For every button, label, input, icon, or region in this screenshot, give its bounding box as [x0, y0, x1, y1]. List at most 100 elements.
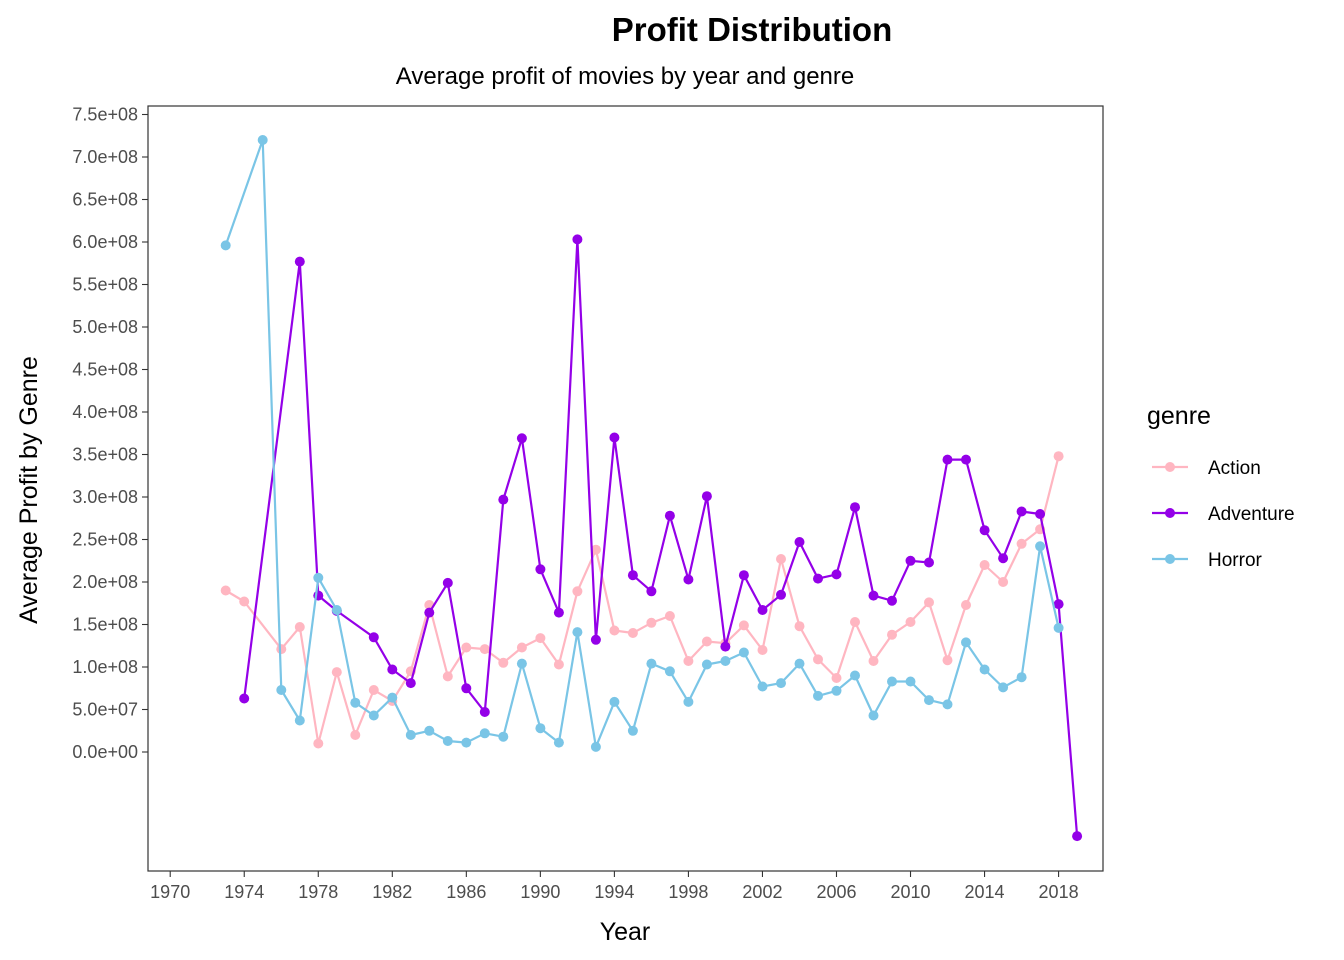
y-tick-label: 5.0e+08	[72, 317, 138, 337]
data-point-horror	[1035, 541, 1046, 552]
data-point-horror	[738, 647, 749, 658]
data-point-action	[572, 586, 583, 597]
data-point-horror	[683, 696, 694, 707]
data-point-adventure	[294, 256, 305, 267]
data-point-horror	[331, 605, 342, 615]
data-point-action	[757, 645, 768, 655]
x-tick-label: 1994	[594, 882, 634, 902]
x-axis-title: Year	[600, 918, 651, 946]
data-point-adventure	[979, 525, 990, 536]
x-tick-label: 2010	[890, 882, 930, 902]
data-point-horror	[627, 725, 638, 736]
data-point-horror	[1016, 672, 1027, 683]
data-point-action	[998, 577, 1009, 587]
data-point-adventure	[627, 570, 638, 581]
x-tick-label: 1998	[668, 882, 708, 902]
data-point-action	[646, 617, 657, 628]
data-point-action	[813, 654, 823, 665]
data-point-action	[220, 585, 231, 596]
data-point-adventure	[239, 693, 250, 704]
data-point-adventure	[646, 586, 657, 597]
data-point-horror	[498, 731, 509, 742]
data-point-horror	[646, 658, 657, 669]
y-tick-label: 5.5e+08	[72, 275, 138, 295]
data-point-action	[905, 617, 916, 627]
data-point-horror	[868, 710, 879, 721]
data-point-action	[738, 620, 749, 631]
data-point-adventure	[942, 454, 953, 465]
x-tick-label: 1982	[372, 882, 412, 902]
data-point-horror	[831, 685, 842, 696]
data-point-adventure	[813, 573, 823, 584]
data-point-horror	[313, 572, 324, 583]
data-point-horror	[350, 697, 361, 708]
data-point-adventure	[442, 577, 453, 588]
data-point-action	[276, 644, 287, 655]
series-adventure	[239, 234, 1083, 842]
legend-key-point	[1165, 508, 1175, 518]
data-point-horror	[590, 741, 601, 752]
y-tick-label: 4.5e+08	[72, 360, 138, 380]
data-point-horror	[424, 725, 435, 736]
data-point-adventure	[924, 557, 934, 568]
legend-item-horror: Horror	[1152, 550, 1263, 571]
data-point-action	[942, 655, 953, 666]
data-point-horror	[794, 658, 805, 669]
data-point-action	[516, 642, 527, 653]
data-point-adventure	[905, 555, 916, 566]
chart-subtitle: Average profit of movies by year and gen…	[396, 63, 854, 90]
data-point-horror	[998, 682, 1009, 693]
data-point-action	[498, 657, 509, 668]
data-point-action	[239, 596, 250, 607]
data-point-adventure	[590, 634, 601, 645]
legend-label: Adventure	[1208, 504, 1295, 525]
series-horror	[220, 135, 1064, 752]
data-point-adventure	[479, 707, 490, 717]
x-tick-label: 2018	[1039, 882, 1079, 902]
y-tick-label: 4.0e+08	[72, 402, 138, 422]
data-point-action	[868, 656, 879, 666]
data-point-action	[627, 628, 638, 638]
data-point-adventure	[424, 607, 435, 618]
data-point-horror	[757, 681, 768, 692]
data-point-action	[479, 644, 490, 655]
data-point-action	[887, 629, 897, 640]
data-point-adventure	[572, 234, 583, 245]
x-tick-label: 2014	[965, 882, 1005, 902]
data-point-action	[776, 554, 786, 564]
data-point-adventure	[794, 537, 805, 547]
legend-label: Horror	[1208, 550, 1263, 571]
data-point-horror	[776, 678, 786, 689]
data-point-horror	[442, 736, 453, 746]
series-layer	[220, 135, 1083, 842]
data-point-action	[535, 633, 546, 644]
data-point-adventure	[535, 564, 546, 575]
x-tick-label: 1974	[224, 882, 264, 902]
data-point-adventure	[461, 683, 472, 694]
data-point-action	[350, 730, 361, 740]
data-point-horror	[368, 710, 379, 721]
legend: genre Action Adventure Horror	[1147, 402, 1295, 571]
x-tick-label: 1978	[298, 882, 338, 902]
data-point-horror	[220, 240, 231, 251]
data-point-adventure	[757, 605, 768, 615]
legend-label: Action	[1208, 458, 1261, 479]
data-point-horror	[553, 737, 564, 748]
legend-key-point	[1165, 462, 1175, 472]
data-point-adventure	[776, 589, 786, 600]
data-point-action	[553, 659, 564, 670]
x-tick-label: 1990	[520, 882, 560, 902]
x-tick-label: 2006	[816, 882, 856, 902]
data-point-action	[442, 671, 453, 682]
data-point-action	[794, 621, 805, 632]
y-tick-label: 0.0e+00	[72, 742, 138, 762]
data-point-horror	[813, 690, 823, 701]
data-point-action	[1053, 451, 1064, 462]
data-point-adventure	[368, 632, 379, 643]
data-point-action	[831, 673, 842, 683]
data-point-action	[701, 636, 712, 647]
data-point-horror	[664, 666, 675, 677]
data-point-horror	[535, 723, 546, 734]
chart-title: Profit Distribution	[612, 11, 892, 48]
data-point-adventure	[850, 502, 860, 513]
